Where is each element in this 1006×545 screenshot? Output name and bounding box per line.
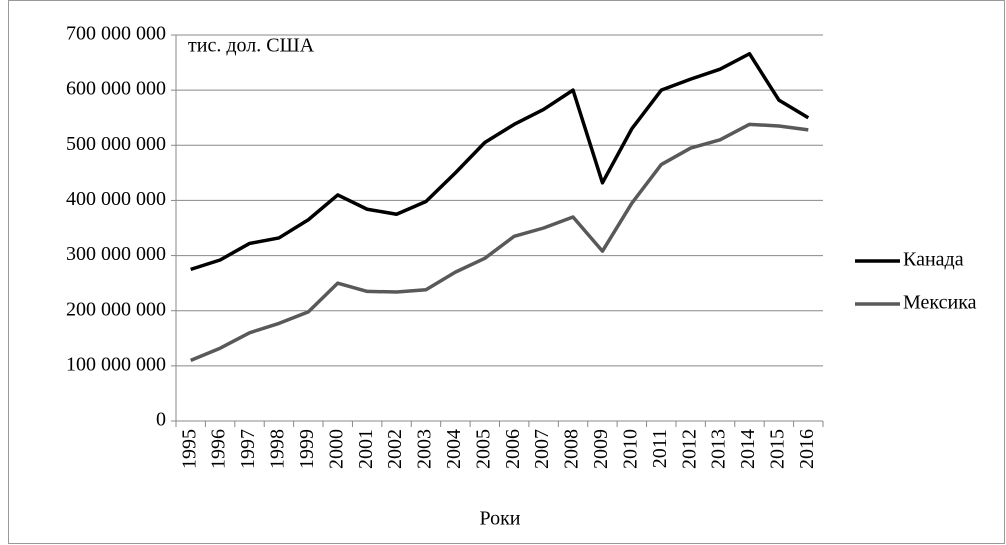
x-tick-label: 2013: [708, 429, 730, 469]
y-tick-label: 500 000 000: [66, 133, 166, 155]
x-tick-label: 2006: [502, 429, 524, 469]
x-tick-label: 2003: [414, 429, 436, 469]
y-tick-label: 100 000 000: [66, 353, 166, 375]
x-tick-label: 1998: [267, 429, 289, 469]
x-axis-label: Роки: [479, 508, 520, 530]
x-tick-label: 1996: [208, 429, 230, 469]
x-tick-label: 2012: [678, 429, 700, 469]
x-tick-label: 2010: [619, 429, 641, 469]
y-tick-label: 300 000 000: [66, 243, 166, 265]
y-tick-label: 0: [156, 409, 166, 431]
x-tick-label: 2002: [384, 429, 406, 469]
x-tick-label: 2011: [649, 429, 671, 468]
y-tick-label: 700 000 000: [66, 23, 166, 45]
x-tick-label: 1999: [296, 429, 318, 469]
y-tick-label: 400 000 000: [66, 188, 166, 210]
x-tick-label: 2004: [443, 429, 465, 469]
x-tick-label: 1995: [178, 429, 200, 469]
x-tick-label: 2014: [737, 429, 759, 469]
series-line: [190, 122, 809, 362]
y-tick-label: 600 000 000: [66, 78, 166, 100]
series-line: [190, 51, 810, 272]
legend-label: Канада: [903, 249, 964, 271]
x-tick-label: 2015: [766, 429, 788, 469]
x-tick-label: 2005: [472, 429, 494, 469]
y-tick-label: 200 000 000: [66, 298, 166, 320]
x-tick-label: 2009: [590, 429, 612, 469]
x-tick-label: 2001: [355, 429, 377, 469]
x-tick-label: 2000: [325, 429, 347, 469]
chart-border: [8, 0, 1005, 544]
x-tick-label: 1997: [237, 429, 259, 469]
annotation: тис. дол. США: [188, 35, 315, 57]
x-tick-label: 2016: [796, 429, 818, 469]
legend-label: Мексика: [903, 292, 977, 314]
x-tick-label: 2008: [561, 429, 583, 469]
x-tick-label: 2007: [531, 429, 553, 469]
